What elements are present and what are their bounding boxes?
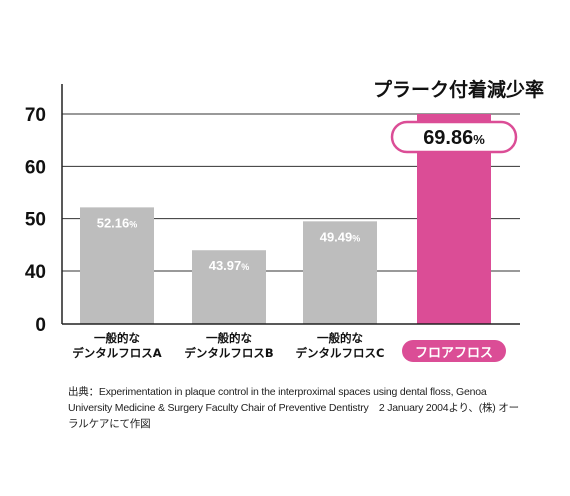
x-tick-label: デンタルフロスB — [184, 346, 273, 360]
data-label: 49.49% — [320, 229, 361, 244]
y-tick-label: 70 — [25, 105, 46, 126]
bars — [80, 114, 491, 324]
bar — [192, 250, 266, 324]
x-tick-label: 一般的な — [317, 331, 363, 345]
x-tick-label: デンタルフロスA — [72, 346, 161, 360]
x-tick-label: フロアフロス — [415, 346, 493, 361]
y-tick-label: 40 — [25, 262, 46, 283]
bar-chart: 0 40 50 60 70 52.16% 43.97% 49.49% 69.86% プラーク付着減… — [25, 78, 544, 362]
bar — [303, 221, 377, 324]
x-tick-label: デンタルフロスC — [296, 346, 385, 360]
value-callout — [390, 120, 518, 154]
data-label: 52.16% — [97, 215, 138, 230]
y-tick-label: 50 — [25, 210, 46, 231]
data-label-highlight: 69.86% — [423, 127, 485, 149]
labels: 0 40 50 60 70 52.16% 43.97% 49.49% 69.86% プラーク付着減… — [25, 78, 544, 362]
y-tick-label: 0 — [35, 315, 46, 336]
data-label: 43.97% — [209, 258, 250, 273]
chart-title: プラーク付着減少率 — [373, 78, 544, 101]
source-note: 出典：Experimentation in plaque control in … — [68, 386, 519, 430]
category-pill — [402, 340, 506, 362]
y-tick-label: 60 — [25, 157, 46, 178]
x-tick-label: 一般的な — [94, 331, 140, 345]
bar — [80, 207, 154, 324]
x-tick-label: 一般的な — [206, 331, 252, 345]
axes — [61, 84, 520, 325]
